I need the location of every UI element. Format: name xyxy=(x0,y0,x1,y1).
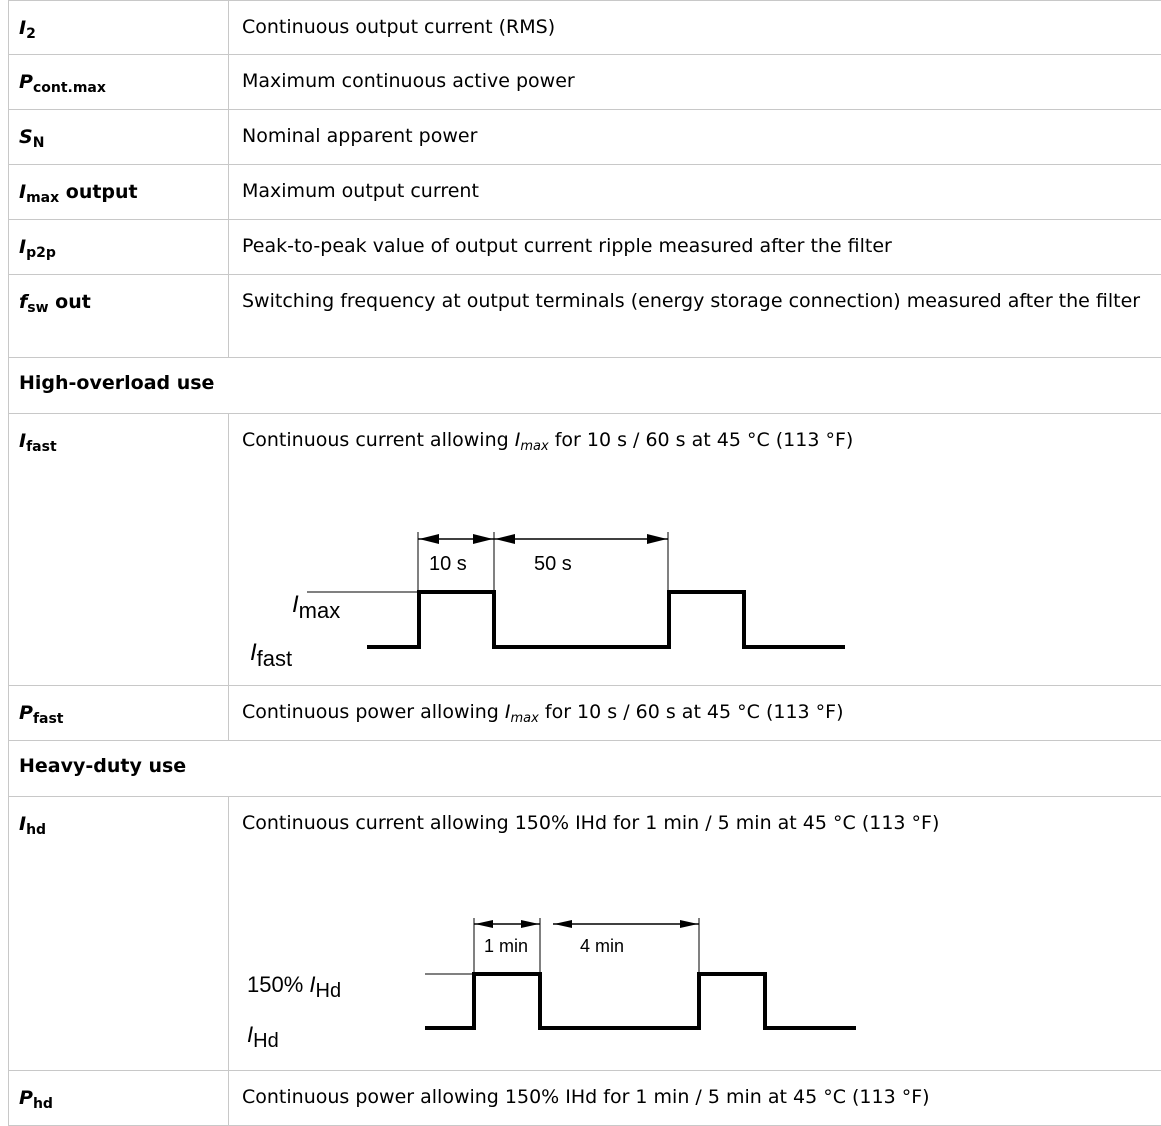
arrowhead xyxy=(680,920,698,928)
term-subscript: max xyxy=(26,190,59,206)
arrowhead xyxy=(647,534,667,544)
arrowhead xyxy=(554,920,572,928)
section-row-high-overload: High-overload use xyxy=(9,358,1161,414)
arrowhead xyxy=(475,920,493,928)
term-subscript: p2p xyxy=(26,245,56,261)
table-row-phd: Phd Continuous power allowing 150% IHd f… xyxy=(9,1071,1161,1126)
section-heading: High-overload use xyxy=(9,358,1161,414)
table-row: Imax output Maximum output current xyxy=(9,165,1161,220)
level-label-low: Ifast xyxy=(250,639,292,671)
term-subscript: cont.max xyxy=(33,80,106,96)
term-cell: Imax output xyxy=(9,165,229,220)
arrowhead xyxy=(419,534,439,544)
desc-subscript: max xyxy=(511,711,539,726)
level-subscript: Hd xyxy=(316,980,342,1002)
table-row: Pcont.max Maximum continuous active powe… xyxy=(9,55,1161,110)
description-cell: Continuous current allowing 150% IHd for… xyxy=(229,797,1161,1071)
duration-label-2: 4 min xyxy=(580,936,624,956)
table-row-ifast: Ifast Continuous current allowing Imax f… xyxy=(9,414,1161,686)
table-row-ihd: Ihd Continuous current allowing 150% IHd… xyxy=(9,797,1161,1071)
level-label-low: IHd xyxy=(247,1022,279,1052)
term-cell: Pcont.max xyxy=(9,55,229,110)
ihd-description: Continuous current allowing 150% IHd for… xyxy=(242,811,1161,836)
desc-text: for 10 s / 60 s at 45 °C (113 °F) xyxy=(539,701,844,723)
term-symbol: P xyxy=(19,1087,33,1109)
term-cell: Pfast xyxy=(9,686,229,741)
description-cell: Nominal apparent power xyxy=(229,110,1161,165)
description-cell: Continuous output current (RMS) xyxy=(229,1,1161,55)
table-row: Ip2p Peak-to-peak value of output curren… xyxy=(9,220,1161,275)
duration-label-1: 1 min xyxy=(484,936,528,956)
description-cell: Continuous power allowing 150% IHd for 1… xyxy=(229,1071,1161,1126)
section-row-heavy-duty: Heavy-duty use xyxy=(9,741,1161,797)
description-cell: Maximum output current xyxy=(229,165,1161,220)
desc-text: for 10 s / 60 s at 45 °C (113 °F) xyxy=(549,429,854,451)
term-cell: fsw out xyxy=(9,275,229,358)
description-cell: Maximum continuous active power xyxy=(229,55,1161,110)
term-cell: I2 xyxy=(9,1,229,55)
term-subscript: fast xyxy=(26,439,57,455)
term-symbol: S xyxy=(19,126,33,148)
desc-text: Continuous current allowing xyxy=(242,429,515,451)
duration-label-1: 10 s xyxy=(429,553,467,575)
level-subscript: fast xyxy=(257,646,292,671)
description-cell: Peak-to-peak value of output current rip… xyxy=(229,220,1161,275)
arrowhead xyxy=(495,534,515,544)
term-suffix: output xyxy=(59,181,138,203)
term-subscript: sw xyxy=(27,300,48,316)
description-cell: Continuous power allowing Imax for 10 s … xyxy=(229,686,1161,741)
heavy-duty-cycle-diagram: 1 min 4 min 150% IHd IHd xyxy=(242,836,1161,1066)
term-subscript: hd xyxy=(26,822,46,838)
description-cell: Switching frequency at output terminals … xyxy=(229,275,1161,358)
term-subscript: 2 xyxy=(26,26,36,42)
definitions-table: I2 Continuous output current (RMS) Pcont… xyxy=(8,0,1161,1126)
current-waveform xyxy=(425,974,856,1028)
term-cell: Ip2p xyxy=(9,220,229,275)
table-row: SN Nominal apparent power xyxy=(9,110,1161,165)
desc-subscript: max xyxy=(520,439,548,454)
duration-label-2: 50 s xyxy=(534,553,572,575)
term-cell: Phd xyxy=(9,1071,229,1126)
level-subscript: Hd xyxy=(253,1030,279,1052)
level-prefix: 150% xyxy=(247,972,309,997)
ifast-description: Continuous current allowing Imax for 10 … xyxy=(242,428,1161,455)
term-cell: SN xyxy=(9,110,229,165)
desc-symbol: I xyxy=(505,701,511,723)
level-label-high: 150% IHd xyxy=(247,972,341,1002)
table-row-pfast: Pfast Continuous power allowing Imax for… xyxy=(9,686,1161,741)
overload-cycle-diagram: 10 s 50 s Imax Ifast xyxy=(242,455,1161,680)
term-subscript: hd xyxy=(33,1096,53,1112)
table-row: I2 Continuous output current (RMS) xyxy=(9,1,1161,55)
term-symbol: P xyxy=(19,71,33,93)
term-cell: Ihd xyxy=(9,797,229,1071)
arrowhead xyxy=(521,920,539,928)
term-suffix: out xyxy=(49,291,91,313)
term-symbol: P xyxy=(19,702,33,724)
table-row: fsw out Switching frequency at output te… xyxy=(9,275,1161,358)
level-subscript: max xyxy=(299,598,341,623)
term-subscript: N xyxy=(33,135,45,151)
desc-text: Continuous power allowing xyxy=(242,701,505,723)
description-cell: Continuous current allowing Imax for 10 … xyxy=(229,414,1161,686)
arrowhead xyxy=(473,534,493,544)
term-cell: Ifast xyxy=(9,414,229,686)
section-heading: Heavy-duty use xyxy=(9,741,1161,797)
current-waveform xyxy=(367,592,845,647)
term-subscript: fast xyxy=(33,711,64,727)
level-label-high: Imax xyxy=(292,591,340,623)
